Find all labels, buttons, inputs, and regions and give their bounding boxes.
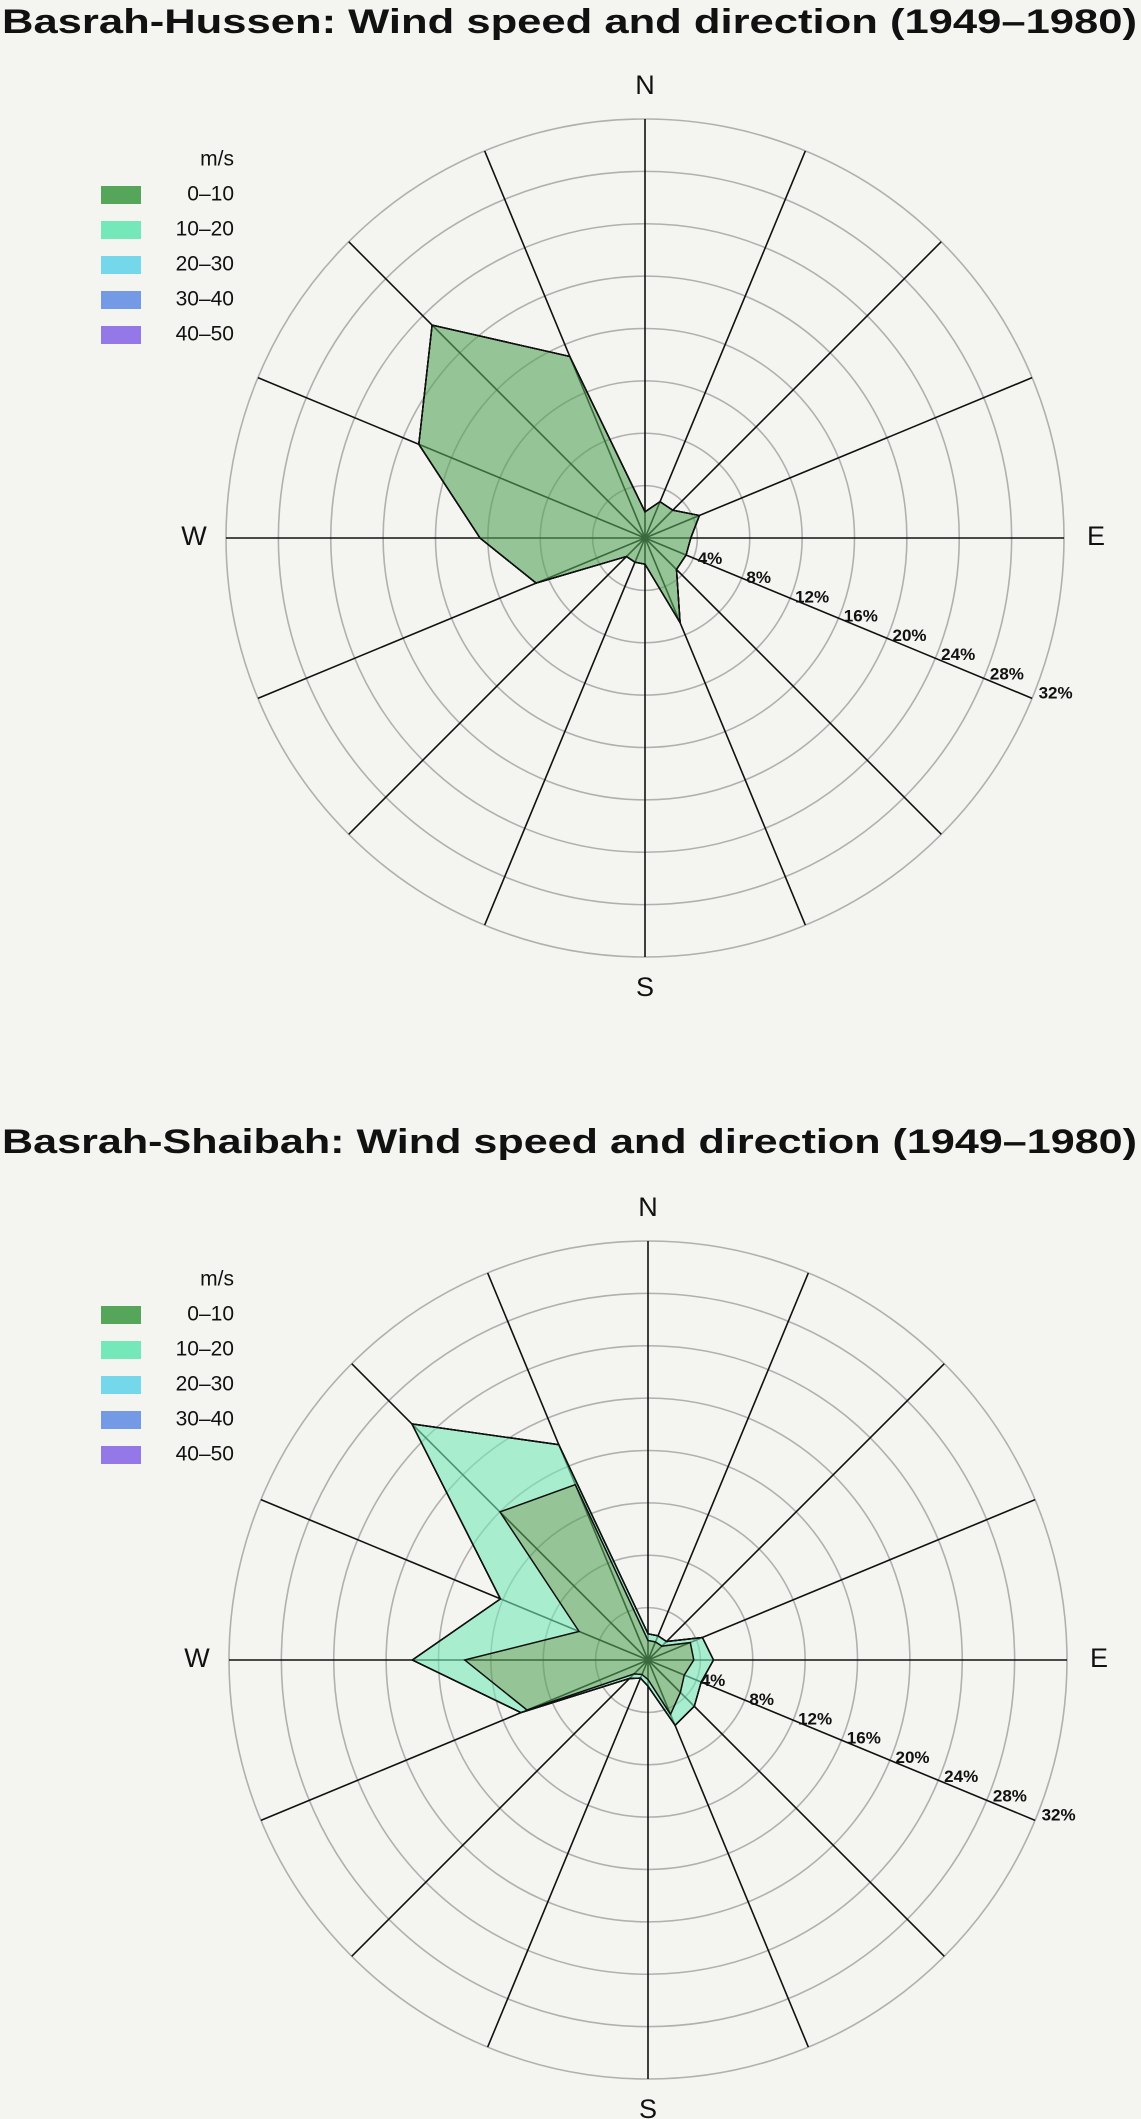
direction-label: S <box>636 972 654 1002</box>
direction-label: E <box>1087 521 1105 551</box>
r-tick-label: 24% <box>944 1767 978 1786</box>
speed-band <box>410 1423 715 1727</box>
legend-label: 10–20 <box>176 218 234 241</box>
legend-label: 20–30 <box>176 1373 234 1396</box>
chart-title: Basrah-Hussen: Wind speed and direction … <box>2 3 1137 41</box>
direction-label: E <box>1090 1643 1108 1673</box>
direction-label: S <box>639 2094 657 2119</box>
r-tick-label: 32% <box>1042 1806 1076 1825</box>
r-tick-label: 28% <box>993 1786 1027 1805</box>
legend-swatch <box>101 1411 141 1429</box>
legend-swatch <box>101 1446 141 1464</box>
chart-title: Basrah-Shaibah: Wind speed and direction… <box>2 1123 1137 1161</box>
r-tick-label: 12% <box>795 587 829 606</box>
direction-spoke <box>644 537 942 835</box>
legend-swatch <box>101 1306 141 1324</box>
legend-swatch <box>101 1341 141 1359</box>
direction-spoke <box>647 1272 810 1661</box>
direction-label: N <box>638 1192 658 1222</box>
legend-swatch <box>101 291 141 309</box>
legend-title: m/s <box>200 148 234 171</box>
legend-label: 30–40 <box>176 1408 234 1431</box>
r-tick-label: 16% <box>844 607 878 626</box>
direction-spoke <box>647 1363 945 1661</box>
legend-title: m/s <box>200 1268 234 1291</box>
legend-label: 10–20 <box>176 1338 234 1361</box>
windrose-chart: Basrah-Shaibah: Wind speed and direction… <box>2 1123 1137 2119</box>
legend-label: 40–50 <box>176 323 234 346</box>
direction-label: W <box>181 521 207 551</box>
legend-swatch <box>101 256 141 274</box>
direction-spoke <box>351 1659 649 1957</box>
legend-label: 40–50 <box>176 1443 234 1466</box>
r-tick-label: 4% <box>701 1671 726 1690</box>
direction-spoke <box>483 537 646 926</box>
legend-label: 20–30 <box>176 253 234 276</box>
r-tick-label: 8% <box>746 568 771 587</box>
speed-band <box>418 324 701 624</box>
r-tick-label: 20% <box>892 626 926 645</box>
direction-label: N <box>635 70 655 100</box>
direction-spoke <box>644 150 807 539</box>
legend-label: 0–10 <box>187 183 234 206</box>
legend-swatch <box>101 326 141 344</box>
speed-band <box>418 324 701 624</box>
r-tick-label: 32% <box>1039 684 1073 703</box>
windrose-chart: Basrah-Hussen: Wind speed and direction … <box>2 3 1137 1002</box>
r-tick-label: 4% <box>698 549 723 568</box>
direction-spoke <box>647 1659 945 1957</box>
legend-swatch <box>101 221 141 239</box>
direction-spoke <box>647 1659 1036 1822</box>
legend-swatch <box>101 186 141 204</box>
r-tick-label: 28% <box>990 664 1024 683</box>
r-tick-label: 12% <box>798 1709 832 1728</box>
direction-label: W <box>184 1643 210 1673</box>
direction-spoke <box>644 241 942 539</box>
r-tick-label: 16% <box>847 1729 881 1748</box>
direction-spoke <box>486 1659 649 2048</box>
r-tick-label: 24% <box>941 645 975 664</box>
direction-spoke <box>644 537 1033 700</box>
legend-label: 30–40 <box>176 288 234 311</box>
r-tick-label: 8% <box>749 1690 774 1709</box>
direction-spoke <box>644 376 1033 539</box>
legend-label: 0–10 <box>187 1303 234 1326</box>
direction-spoke <box>647 1498 1036 1661</box>
direction-spoke <box>348 537 646 835</box>
r-tick-label: 20% <box>895 1748 929 1767</box>
legend-swatch <box>101 1376 141 1394</box>
